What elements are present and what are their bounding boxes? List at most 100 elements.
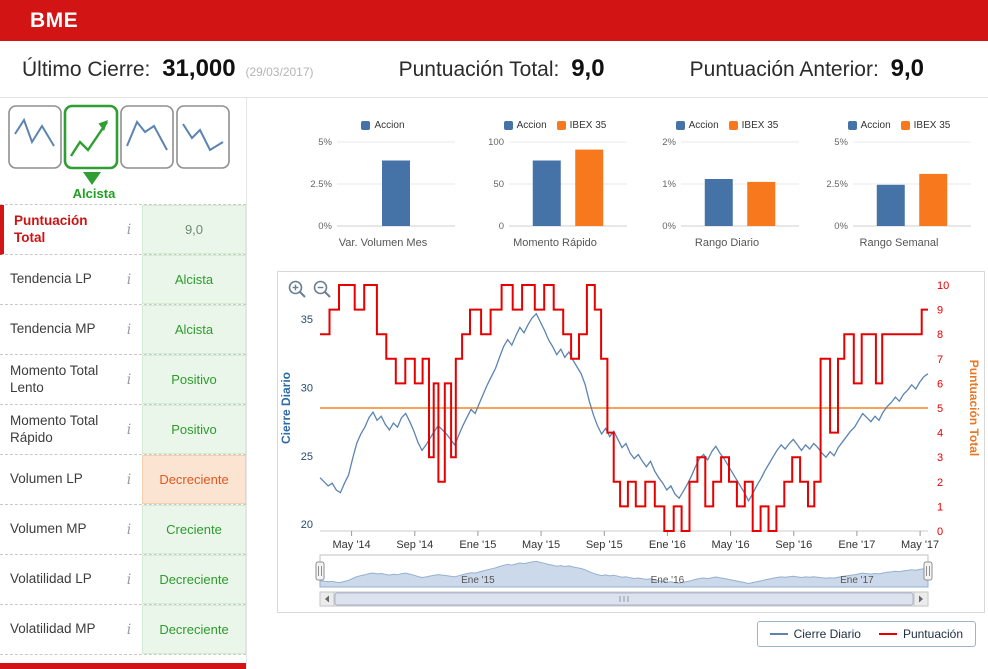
mini-chart-plot: 0% 1% 2% xyxy=(662,137,799,232)
mini-legend-item[interactable]: IBEX 35 xyxy=(556,120,606,131)
mini-chart: Accion IBEX 35 0% 2.5% 5% Rango Semanal xyxy=(819,118,979,249)
indicator-value: Alcista xyxy=(142,305,246,354)
mini-chart-legend: Accion xyxy=(303,118,463,132)
bar-Accion[interactable] xyxy=(876,184,905,226)
mini-chart-title: Rango Diario xyxy=(694,237,760,249)
indicator-row: Tendencia LP i Alcista xyxy=(0,255,246,305)
mini-legend-item[interactable]: Accion xyxy=(847,120,891,131)
previous-score-value: 9,0 xyxy=(890,55,924,82)
stats-bar: Último Cierre: 31,000 (29/03/2017) Puntu… xyxy=(0,41,988,98)
indicator-row: Volatilidad MP i Decreciente xyxy=(0,605,246,655)
svg-text:100: 100 xyxy=(488,137,504,148)
info-icon[interactable]: i xyxy=(126,521,132,538)
mini-chart-legend: Accion IBEX 35 xyxy=(647,118,807,132)
indicator-table: Puntuación Total i 9,0 Tendencia LP i Alcista… xyxy=(0,205,246,655)
indicator-label: Puntuación Total xyxy=(14,212,88,245)
svg-text:Ene '15: Ene '15 xyxy=(461,575,495,586)
trend-thumbnails xyxy=(8,104,230,185)
indicator-row: Tendencia MP i Alcista xyxy=(0,305,246,355)
bar-Accion[interactable] xyxy=(704,179,733,226)
mini-legend-item[interactable]: IBEX 35 xyxy=(900,120,950,131)
info-icon[interactable]: i xyxy=(126,221,132,238)
price-score-chart[interactable]: May '14 Sep '14 Ene '15 May '15 Sep '15 Ene '… xyxy=(278,275,984,611)
trend-pattern-widget: Alcista xyxy=(0,98,246,205)
bar-Accion[interactable] xyxy=(382,160,410,227)
svg-text:30: 30 xyxy=(301,383,313,395)
sidebar-accent-bar xyxy=(0,663,246,669)
legend-swatch-icon xyxy=(728,120,738,130)
last-close-value: 31,000 xyxy=(162,55,236,82)
legend-label: Puntuación xyxy=(902,627,963,641)
legend-swatch-icon xyxy=(675,120,685,130)
brand-title: BME xyxy=(30,8,79,32)
mini-legend-item[interactable]: Accion xyxy=(361,120,405,131)
indicator-value: Decreciente xyxy=(142,455,246,504)
svg-text:Ene '15: Ene '15 xyxy=(459,539,496,551)
mini-legend-item[interactable]: Accion xyxy=(675,120,719,131)
app-header: BME xyxy=(0,0,988,41)
mini-chart-title: Momento Rápido xyxy=(513,237,597,249)
svg-text:2.5%: 2.5% xyxy=(310,179,332,190)
indicator-row: Volumen LP i Decreciente xyxy=(0,455,246,505)
previous-score-label: Puntuación Anterior: xyxy=(689,58,879,81)
zoom-out-icon[interactable] xyxy=(312,279,332,299)
svg-text:Ene '16: Ene '16 xyxy=(649,539,686,551)
svg-text:5%: 5% xyxy=(834,137,848,148)
mini-chart-title: Rango Semanal xyxy=(859,237,939,249)
trend-label: Alcista xyxy=(72,186,116,201)
info-icon[interactable]: i xyxy=(126,621,132,638)
main-chart-panel: May '14 Sep '14 Ene '15 May '15 Sep '15 Ene '… xyxy=(277,271,985,613)
legend-item[interactable]: Puntuación xyxy=(878,627,963,641)
svg-text:5%: 5% xyxy=(318,137,332,148)
trend-thumb-peak[interactable] xyxy=(120,105,174,169)
svg-text:0: 0 xyxy=(499,221,504,232)
svg-text:25: 25 xyxy=(301,451,313,463)
svg-text:Ene '17: Ene '17 xyxy=(838,539,875,551)
indicator-value: Alcista xyxy=(142,255,246,304)
info-icon[interactable]: i xyxy=(126,471,132,488)
info-icon[interactable]: i xyxy=(126,421,132,438)
mini-legend-item[interactable]: IBEX 35 xyxy=(728,120,778,131)
right-axis-title: Puntuación Total xyxy=(967,360,981,456)
navigator-handle-right[interactable] xyxy=(923,561,933,581)
bar-Accion[interactable] xyxy=(532,160,561,227)
bar-IBEX-35[interactable] xyxy=(575,149,604,226)
info-icon[interactable]: i xyxy=(126,271,132,288)
legend-item[interactable]: Cierre Diario xyxy=(769,627,861,641)
mini-legend-item[interactable]: Accion xyxy=(503,120,547,131)
info-icon[interactable]: i xyxy=(126,371,132,388)
bar-IBEX-35[interactable] xyxy=(747,181,776,226)
zoom-in-icon[interactable] xyxy=(287,279,307,299)
previous-score: Puntuación Anterior: 9,0 xyxy=(690,55,924,83)
svg-text:May '17: May '17 xyxy=(901,539,939,551)
navigator-handle-left[interactable] xyxy=(315,561,325,581)
mini-chart-plot: 0 50 100 xyxy=(488,137,627,232)
trend-thumb-uptrend-selected[interactable] xyxy=(63,104,119,170)
svg-text:1%: 1% xyxy=(662,179,676,190)
mini-chart: Accion IBEX 35 0 50 100 Momento Rápido xyxy=(475,118,635,249)
svg-text:4: 4 xyxy=(937,428,943,440)
score-line xyxy=(320,284,928,532)
legend-swatch-icon xyxy=(556,120,566,130)
indicator-value: Decreciente xyxy=(142,605,246,654)
indicator-row: Momento Total Rápido i Positivo xyxy=(0,405,246,455)
trend-thumb-zigzag[interactable] xyxy=(8,105,62,169)
left-axis-title: Cierre Diario xyxy=(279,372,293,444)
indicator-label: Volumen MP xyxy=(10,521,87,537)
bar-IBEX-35[interactable] xyxy=(919,173,948,226)
info-icon[interactable]: i xyxy=(126,321,132,338)
mini-chart-plot: 0% 2.5% 5% xyxy=(826,137,971,232)
info-icon[interactable]: i xyxy=(126,571,132,588)
last-close-date: (29/03/2017) xyxy=(245,65,314,79)
svg-text:0%: 0% xyxy=(318,221,332,232)
indicator-label: Volatilidad LP xyxy=(10,571,92,587)
svg-text:1: 1 xyxy=(937,501,943,513)
charts-area: Accion 0% 2.5% 5% Var. Volumen Mes Accion IBEX… xyxy=(247,98,988,669)
mini-chart: Accion 0% 2.5% 5% Var. Volumen Mes xyxy=(303,118,463,249)
left-axis-ticks: 20 25 30 35 xyxy=(301,314,313,531)
svg-text:0: 0 xyxy=(937,526,943,538)
trend-thumb-downtrend[interactable] xyxy=(176,105,230,169)
navigator[interactable]: Ene '15 Ene '16 Ene '17 xyxy=(319,554,929,588)
scrollbar[interactable] xyxy=(319,591,929,607)
